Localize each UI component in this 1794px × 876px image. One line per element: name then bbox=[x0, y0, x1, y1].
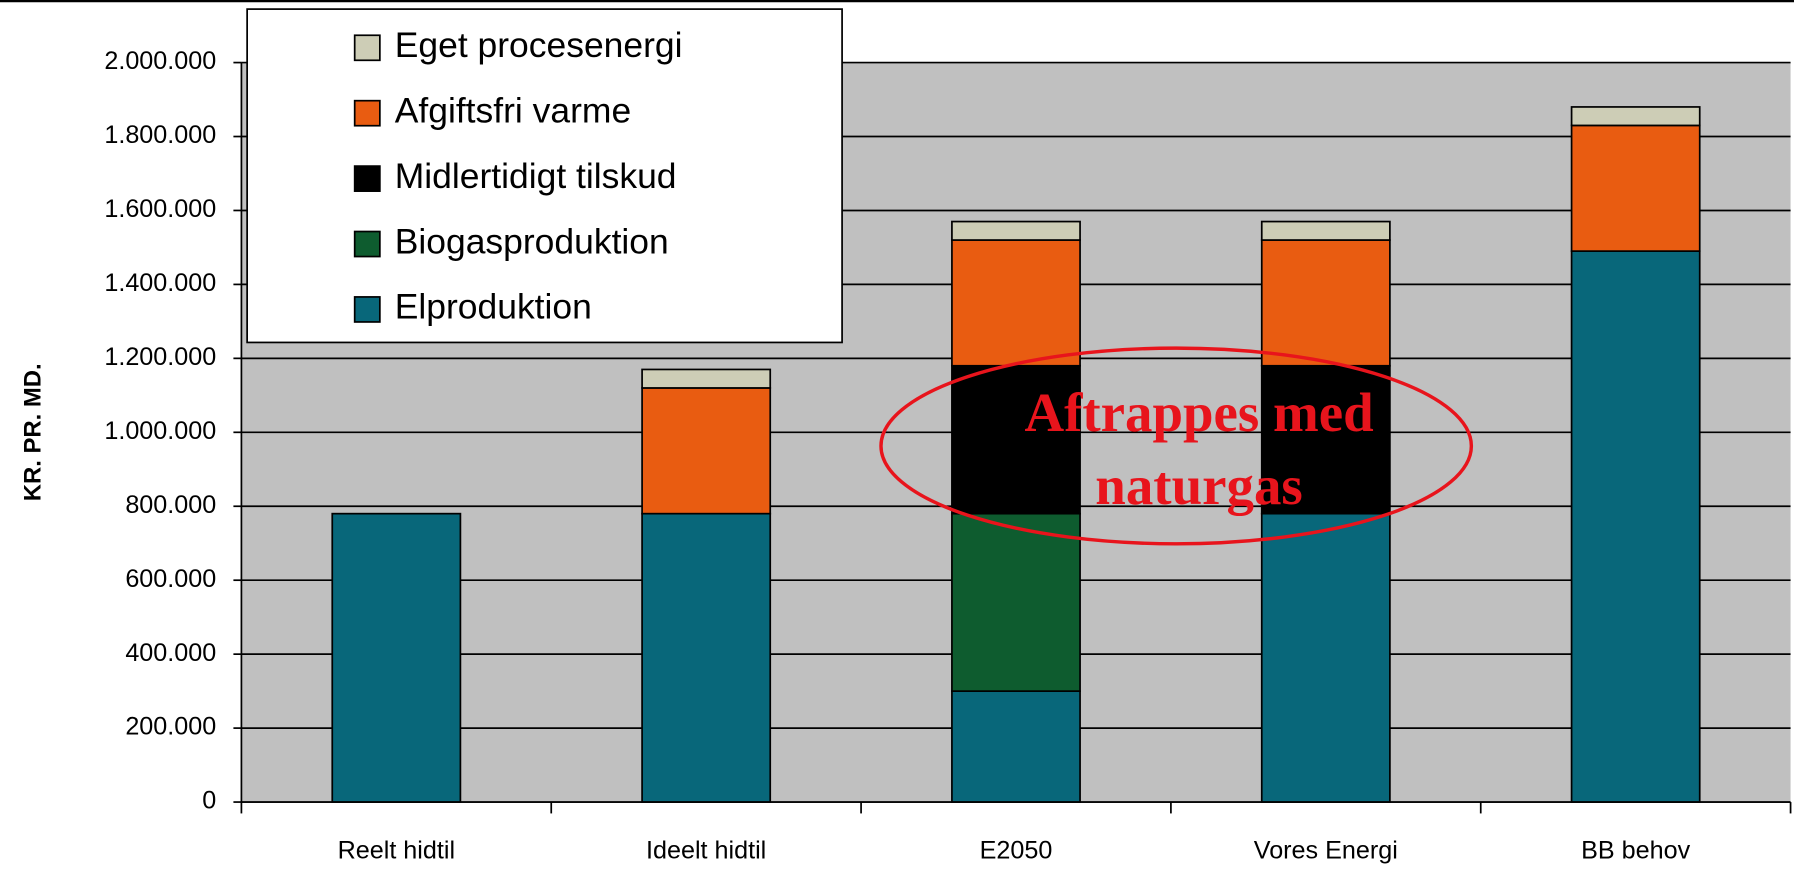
x-tick-label: BB behov bbox=[1581, 837, 1691, 865]
bar-segment bbox=[951, 239, 1081, 367]
bar-segment bbox=[951, 220, 1081, 241]
annotation-ellipse bbox=[879, 346, 1474, 546]
y-tick-label: 600.000 bbox=[125, 565, 216, 593]
y-tick-label: 1.200.000 bbox=[104, 343, 216, 371]
legend-swatch bbox=[353, 34, 381, 62]
legend-swatch bbox=[353, 230, 381, 258]
annotation-line: naturgas bbox=[1095, 455, 1302, 516]
legend-box bbox=[246, 8, 843, 344]
y-tick-label: 400.000 bbox=[125, 639, 216, 667]
legend-label: Midlertidigt tilskud bbox=[395, 157, 677, 196]
bar-segment bbox=[331, 512, 462, 803]
x-tick-label: Vores Energi bbox=[1254, 837, 1398, 865]
y-tick-label: 2.000.000 bbox=[104, 47, 216, 75]
bar-segment bbox=[1260, 220, 1391, 241]
y-tick-label: 1.600.000 bbox=[104, 195, 216, 223]
x-tick-label: Ideelt hidtil bbox=[646, 837, 766, 865]
bar-segment bbox=[1570, 250, 1701, 803]
bar-segment bbox=[641, 512, 772, 803]
y-tick-label: 800.000 bbox=[125, 491, 216, 519]
bar-segment bbox=[1260, 239, 1391, 367]
x-tick-label: Reelt hidtil bbox=[338, 837, 455, 865]
bar-segment bbox=[951, 690, 1081, 803]
legend-label: Biogasproduktion bbox=[395, 222, 669, 261]
y-axis-label: KR. PR. MD. bbox=[20, 363, 47, 501]
bar-segment bbox=[951, 364, 1081, 515]
legend-swatch bbox=[353, 165, 381, 192]
bars bbox=[331, 106, 1701, 803]
legend-swatch bbox=[353, 99, 381, 127]
y-tick-label: 1.800.000 bbox=[104, 121, 216, 149]
legend: Elproduktion Biogasproduktion Midlertidigt… bbox=[246, 8, 843, 344]
legend-label: Eget procesenergi bbox=[395, 26, 683, 65]
annotation-line: Aftrappes med bbox=[1024, 382, 1373, 443]
bar-segment bbox=[1570, 106, 1701, 127]
bar-segment bbox=[641, 368, 772, 389]
y-tick-label: 1.400.000 bbox=[104, 269, 216, 297]
axes: 0 200.000 400.000 600.000 800.000 1.000.000 1.… bbox=[104, 47, 1792, 865]
y-tick-label: 200.000 bbox=[125, 713, 216, 741]
x-tick-label: E2050 bbox=[980, 837, 1053, 865]
bar-segment bbox=[1260, 512, 1391, 803]
bar-segment bbox=[641, 387, 772, 515]
legend-label: Afgiftsfri varme bbox=[395, 92, 631, 131]
y-tick-label: 0 bbox=[202, 787, 216, 815]
legend-swatch bbox=[353, 296, 381, 323]
bar-segment bbox=[951, 512, 1081, 692]
legend-label: Elproduktion bbox=[395, 288, 592, 327]
bar-segment bbox=[1570, 124, 1701, 252]
y-tick-label: 1.000.000 bbox=[104, 417, 216, 445]
bar-segment bbox=[1260, 364, 1391, 515]
